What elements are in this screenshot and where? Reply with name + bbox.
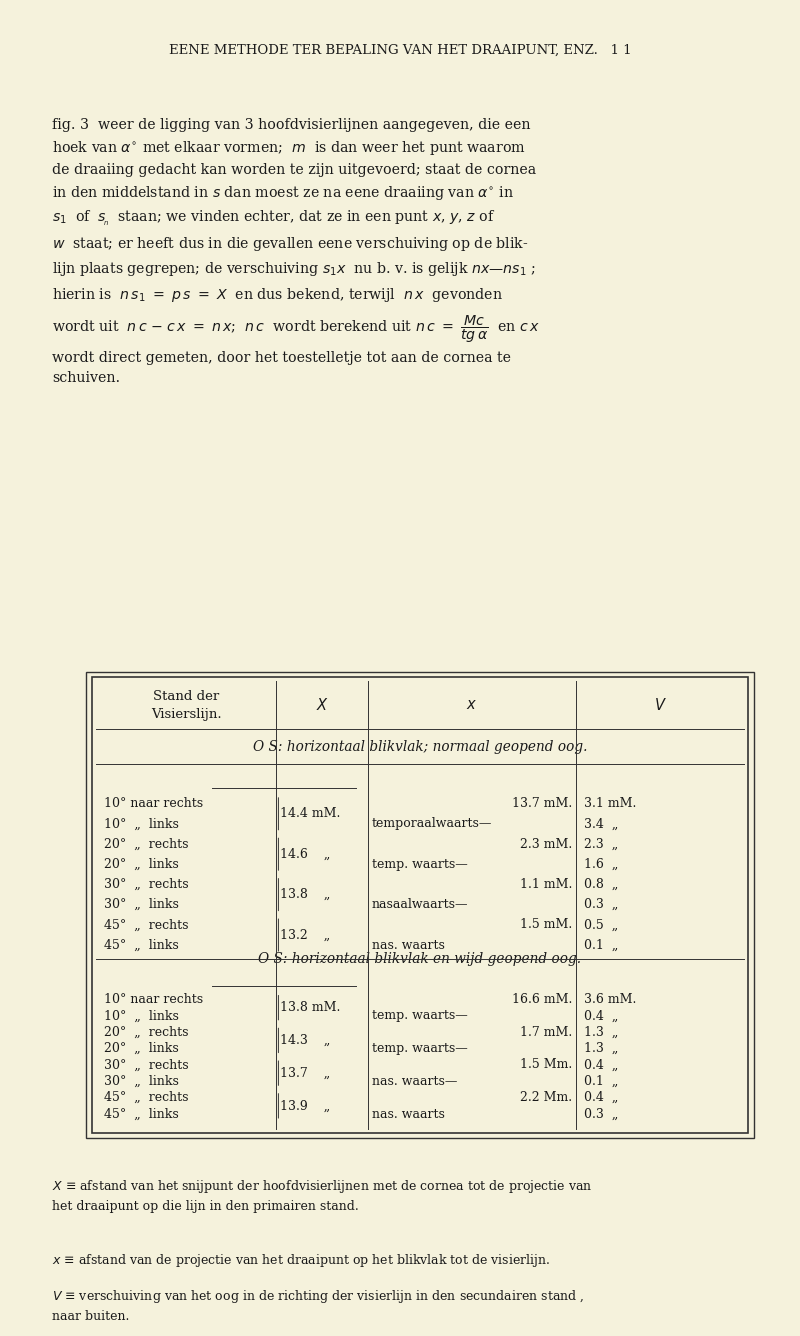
Text: 14.6    „: 14.6 „	[280, 848, 330, 860]
Text: nas. waarts: nas. waarts	[372, 1108, 445, 1121]
Text: 2.3  „: 2.3 „	[584, 838, 618, 851]
Text: 20°  „  links: 20° „ links	[104, 858, 178, 871]
Text: 3.6 mM.: 3.6 mM.	[584, 993, 636, 1006]
Text: 13.8    „: 13.8 „	[280, 888, 330, 900]
Text: 16.6 mM.: 16.6 mM.	[512, 993, 572, 1006]
Text: 13.9    „: 13.9 „	[280, 1100, 330, 1113]
Text: 10°  „  links: 10° „ links	[104, 818, 179, 831]
Text: 14.3    „: 14.3 „	[280, 1034, 330, 1047]
Text: 20°  „  rechts: 20° „ rechts	[104, 838, 189, 851]
Text: nas. waarts: nas. waarts	[372, 939, 445, 951]
Text: 20°  „  rechts: 20° „ rechts	[104, 1026, 189, 1038]
Text: 3.1 mM.: 3.1 mM.	[584, 798, 636, 810]
Text: 1.3  „: 1.3 „	[584, 1026, 618, 1038]
Text: 1.5 mM.: 1.5 mM.	[520, 918, 572, 931]
Text: 10° naar rechts: 10° naar rechts	[104, 798, 203, 810]
Text: nasaalwaarts—: nasaalwaarts—	[372, 898, 469, 911]
Text: 1.5 Mm.: 1.5 Mm.	[520, 1058, 572, 1071]
Text: EENE METHODE TER BEPALING VAN HET DRAAIPUNT, ENZ.   1 1: EENE METHODE TER BEPALING VAN HET DRAAIP…	[169, 44, 631, 57]
Text: 0.4  „: 0.4 „	[584, 1010, 618, 1022]
Text: 13.2    „: 13.2 „	[280, 929, 330, 942]
Text: $V$: $V$	[654, 697, 666, 713]
Text: 0.3  „: 0.3 „	[584, 898, 618, 911]
Text: 0.1  „: 0.1 „	[584, 939, 618, 951]
Text: nas. waarts—: nas. waarts—	[372, 1075, 458, 1088]
Text: $X$: $X$	[315, 697, 329, 713]
Text: 2.2 Mm.: 2.2 Mm.	[520, 1092, 572, 1104]
Text: 3.4  „: 3.4 „	[584, 818, 618, 831]
Text: 0.8  „: 0.8 „	[584, 878, 618, 891]
Text: 13.8 mM.: 13.8 mM.	[280, 1001, 340, 1014]
Text: 13.7 mM.: 13.7 mM.	[512, 798, 572, 810]
Text: 0.5  „: 0.5 „	[584, 918, 618, 931]
Text: 45°  „  links: 45° „ links	[104, 939, 178, 951]
Text: O S: horizontaal blikvlak; normaal geopend oog.: O S: horizontaal blikvlak; normaal geope…	[253, 740, 587, 754]
Text: 1.6  „: 1.6 „	[584, 858, 618, 871]
Text: 1.7 mM.: 1.7 mM.	[520, 1026, 572, 1038]
Text: fig. 3  weer de ligging van 3 hoofdvisierlijnen aangegeven, die een
hoek van $\a: fig. 3 weer de ligging van 3 hoofdvisier…	[52, 118, 540, 385]
Text: $V$ ≡ verschuiving van het oog in de richting der visierlijn in den secundairen : $V$ ≡ verschuiving van het oog in de ric…	[52, 1288, 584, 1323]
Text: 30°  „  links: 30° „ links	[104, 898, 179, 911]
Text: 2.3 mM.: 2.3 mM.	[520, 838, 572, 851]
Text: 20°  „  links: 20° „ links	[104, 1042, 178, 1055]
Text: 1.3  „: 1.3 „	[584, 1042, 618, 1055]
Text: 0.1  „: 0.1 „	[584, 1075, 618, 1088]
Text: 0.3  „: 0.3 „	[584, 1108, 618, 1121]
Text: temp. waarts—: temp. waarts—	[372, 1042, 468, 1055]
Text: 30°  „  rechts: 30° „ rechts	[104, 1058, 189, 1071]
Text: 0.4  „: 0.4 „	[584, 1058, 618, 1071]
Text: O S: horizontaal blikvlak en wijd geopend oog.: O S: horizontaal blikvlak en wijd geopen…	[258, 953, 582, 966]
Text: 30°  „  links: 30° „ links	[104, 1075, 179, 1088]
Text: 14.4 mM.: 14.4 mM.	[280, 807, 340, 820]
Text: 10° naar rechts: 10° naar rechts	[104, 993, 203, 1006]
Text: 45°  „  rechts: 45° „ rechts	[104, 918, 189, 931]
Text: temporaalwaarts—: temporaalwaarts—	[372, 818, 492, 831]
Text: 10°  „  links: 10° „ links	[104, 1010, 179, 1022]
Text: Stand der
Visierslijn.: Stand der Visierslijn.	[150, 689, 222, 721]
Text: $x$: $x$	[466, 699, 478, 712]
Text: 45°  „  links: 45° „ links	[104, 1108, 178, 1121]
Text: 45°  „  rechts: 45° „ rechts	[104, 1092, 189, 1104]
Text: $X$ ≡ afstand van het snijpunt der hoofdvisierlijnen met de cornea tot de projec: $X$ ≡ afstand van het snijpunt der hoofd…	[52, 1178, 593, 1213]
Text: 13.7    „: 13.7 „	[280, 1066, 330, 1079]
Text: $x$ ≡ afstand van de projectie van het draaipunt op het blikvlak tot de visierli: $x$ ≡ afstand van de projectie van het d…	[52, 1252, 550, 1269]
Text: 30°  „  rechts: 30° „ rechts	[104, 878, 189, 891]
Text: 0.4  „: 0.4 „	[584, 1092, 618, 1104]
Text: temp. waarts—: temp. waarts—	[372, 858, 468, 871]
Text: temp. waarts—: temp. waarts—	[372, 1010, 468, 1022]
Text: 1.1 mM.: 1.1 mM.	[520, 878, 572, 891]
